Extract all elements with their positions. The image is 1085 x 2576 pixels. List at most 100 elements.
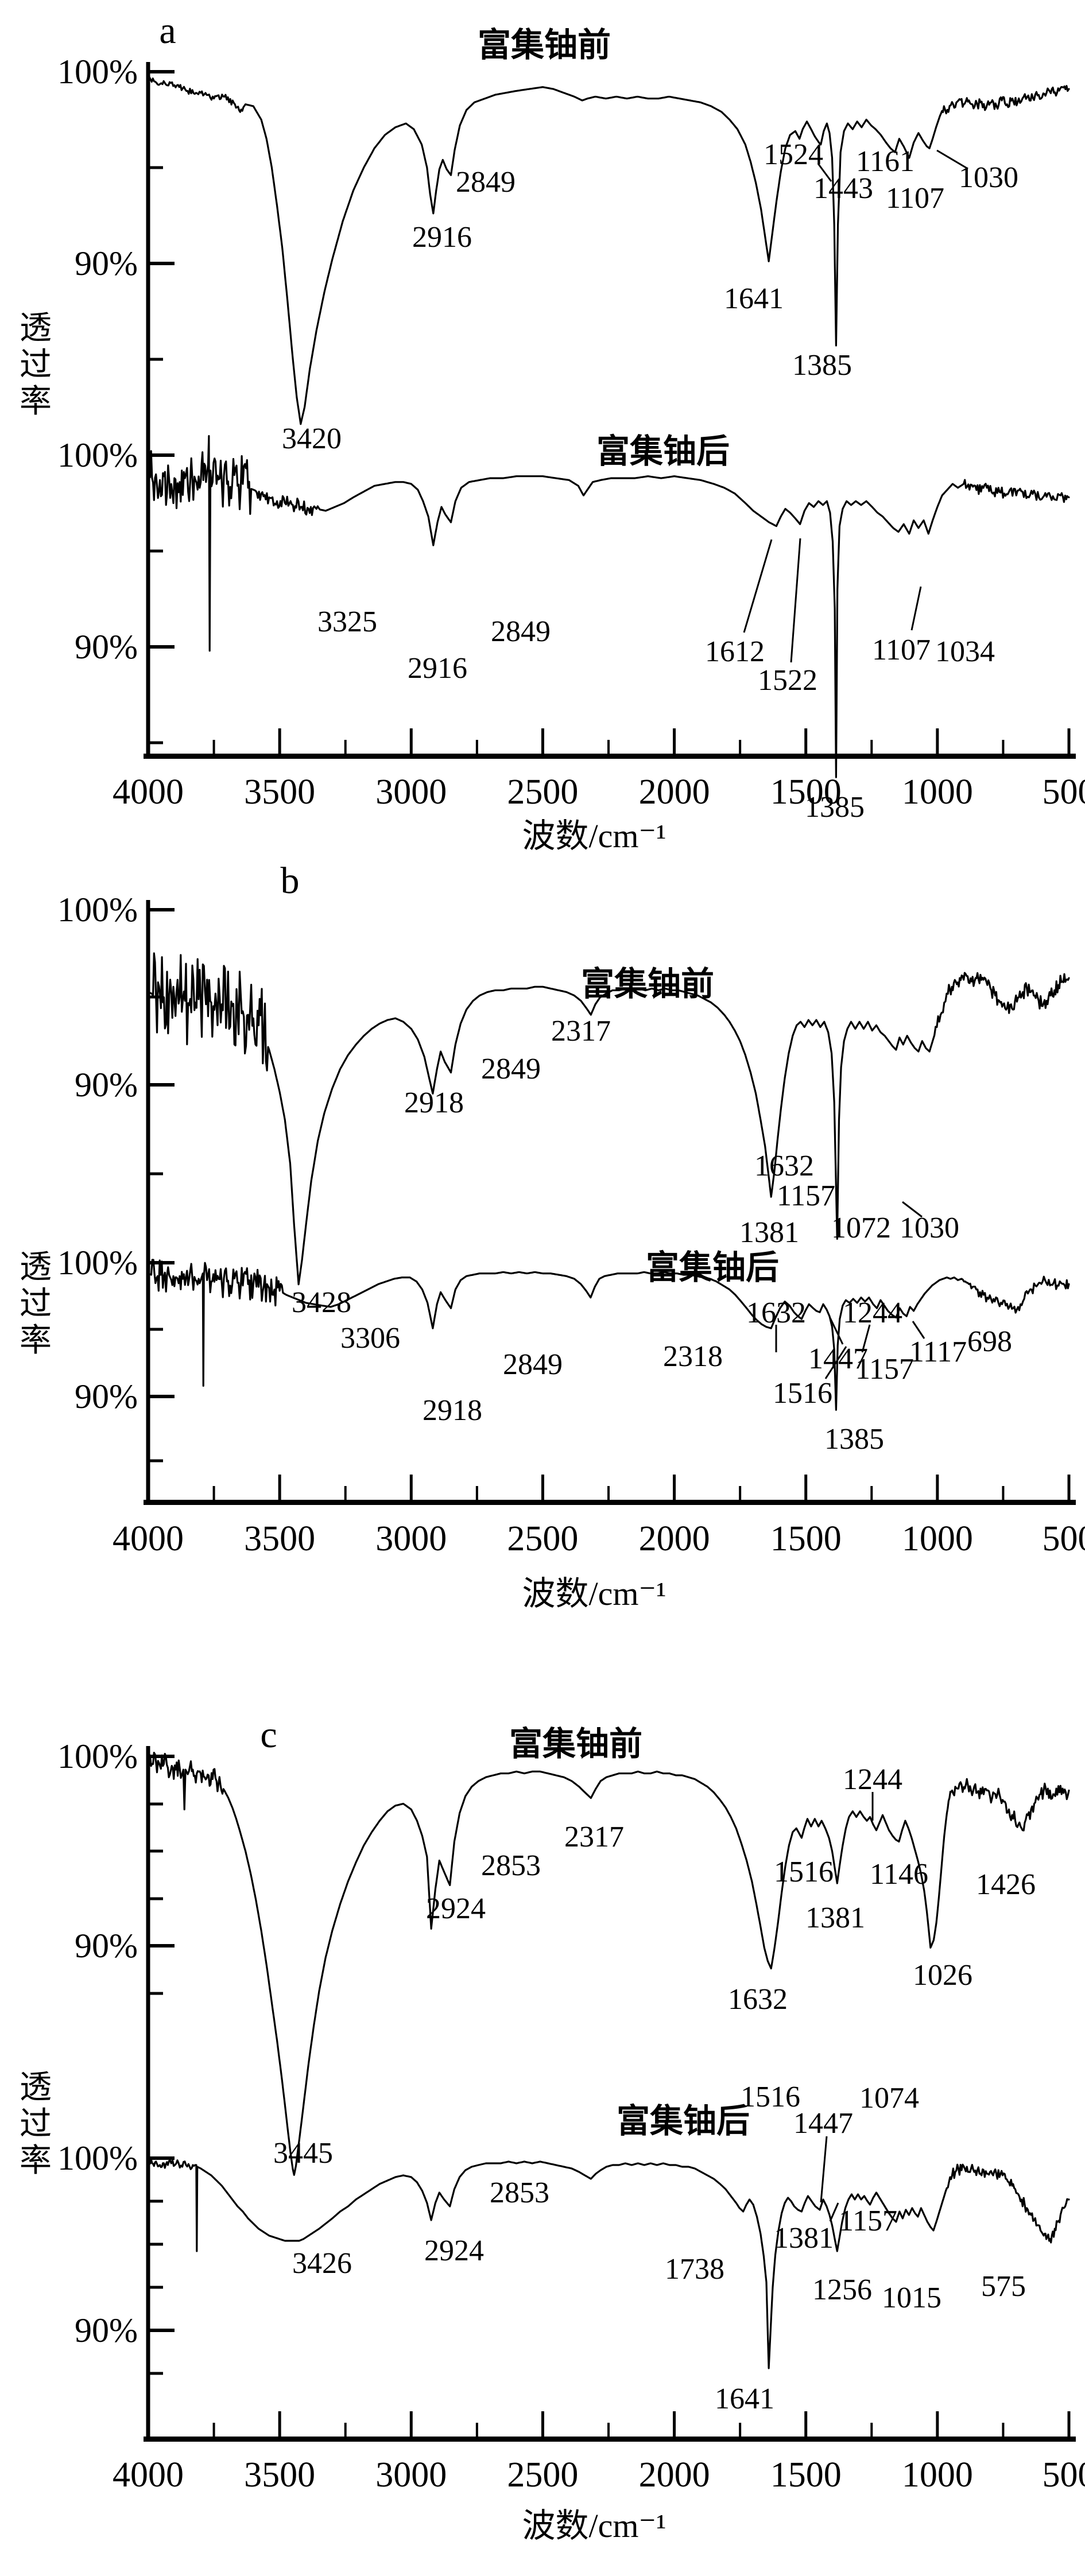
peak-label-575: 575: [981, 2270, 1026, 2303]
peak-label-2916: 2916: [412, 221, 472, 254]
peak-label-1443: 1443: [813, 172, 873, 205]
y-tick-label: 100%: [57, 891, 138, 929]
x-tick-label: 3000: [375, 1519, 447, 1558]
peak-label-698: 698: [967, 1325, 1012, 1358]
peak-label-1641: 1641: [715, 2383, 774, 2415]
x-tick-label: 1500: [770, 1519, 842, 1558]
peak-label-3306: 3306: [340, 1322, 400, 1355]
peak-label-1161: 1161: [856, 145, 914, 178]
peak-label-1385: 1385: [824, 1423, 884, 1456]
peak-label-1524: 1524: [764, 138, 823, 171]
peak-label-1072: 1072: [831, 1212, 891, 1244]
peak-label-1632: 1632: [754, 1150, 814, 1182]
x-tick-label: 4000: [113, 1519, 184, 1558]
peak-label-1632: 1632: [728, 1983, 788, 2016]
peak-label-1015: 1015: [882, 2282, 941, 2314]
x-tick-label: 2500: [507, 1519, 578, 1558]
panel-c-chart: 4000 3500 3000 2500 2000 1500 1000 500 100% 90% 10…: [0, 1717, 1085, 2576]
y-tick-label: 100%: [57, 436, 138, 474]
x-tick-label: 3000: [375, 773, 447, 812]
x-tick-label: 4000: [113, 2455, 184, 2494]
peak-label-1026: 1026: [913, 1959, 972, 1992]
y-tick-label: 100%: [57, 2139, 138, 2177]
y-tick-label: 90%: [75, 245, 138, 282]
peak-leader-line: [790, 538, 801, 663]
peak-label-2924: 2924: [426, 1892, 486, 1925]
peak-label-1447: 1447: [793, 2107, 853, 2140]
peak-label-1516: 1516: [741, 2081, 800, 2113]
peak-label-2317: 2317: [551, 1015, 611, 1048]
x-tick-label: 3500: [244, 2455, 315, 2494]
peak-label-1381: 1381: [774, 2222, 834, 2255]
peak-label-2317: 2317: [564, 1821, 624, 1853]
x-tick-label: 2500: [507, 773, 578, 812]
peak-label-1157: 1157: [855, 1353, 914, 1386]
peak-label-1632: 1632: [746, 1297, 806, 1329]
panel-a-chart: 4000 3500 3000 2500 2000 1500 1000 500 100% 90% 10…: [0, 0, 1085, 859]
peak-label-2849: 2849: [456, 166, 516, 199]
peak-label-1381: 1381: [739, 1216, 799, 1249]
label-before-enrichment: 富集铀前: [478, 26, 611, 64]
x-tick-label: 1000: [902, 773, 973, 812]
peak-label-2853: 2853: [490, 2177, 549, 2209]
panel-background: [0, 1717, 1085, 2576]
peak-label-2849: 2849: [481, 1053, 541, 1085]
x-tick-label: 1500: [770, 2455, 842, 2494]
x-axis-title: 波数/cm⁻¹: [522, 817, 666, 855]
peak-leader-line: [910, 586, 922, 631]
x-tick-label: 2000: [639, 773, 710, 812]
y-tick-label: 90%: [75, 1927, 138, 1965]
y-tick-label: 90%: [75, 1066, 138, 1104]
x-axis-line: [144, 754, 1076, 759]
peak-leader-line: [902, 1201, 923, 1218]
spectrum-c-before-enrichment: [147, 1752, 1070, 2176]
peak-label-1256: 1256: [812, 2274, 872, 2306]
peak-label-1030: 1030: [900, 1212, 959, 1244]
peak-label-3426: 3426: [292, 2247, 352, 2280]
x-tick-label: 3500: [244, 1519, 315, 1558]
x-tick-label: 1500: [770, 773, 842, 812]
spectrum-c-after-enrichment: [147, 2158, 1070, 2369]
peak-label-1612: 1612: [705, 635, 765, 668]
peak-label-1107: 1107: [872, 634, 931, 666]
y-tick-label: 90%: [75, 628, 138, 666]
x-tick-label: 2000: [639, 2455, 710, 2494]
label-after-enrichment: 富集铀后: [617, 2102, 750, 2140]
peak-label-1385: 1385: [805, 791, 865, 824]
peak-label-1516: 1516: [774, 1856, 834, 1888]
label-after-enrichment: 富集铀后: [646, 1249, 779, 1286]
x-axis-line: [144, 1500, 1076, 1505]
peak-label-3420: 3420: [282, 422, 342, 455]
panel-background: [0, 0, 1085, 859]
peak-label-1516: 1516: [773, 1377, 832, 1410]
y-axis-title: 透过率: [20, 2070, 52, 2179]
spectrum-b-before-enrichment: [147, 952, 1070, 1286]
peak-leader-line: [829, 1317, 844, 1345]
peak-label-1385: 1385: [792, 349, 852, 382]
peak-label-1107: 1107: [886, 182, 944, 215]
peak-label-2918: 2918: [423, 1394, 482, 1427]
y-tick-label: 100%: [57, 1244, 138, 1282]
x-axis-line: [144, 2437, 1076, 2442]
y-tick-label: 100%: [57, 53, 138, 91]
x-axis-title: 波数/cm⁻¹: [522, 2507, 666, 2544]
x-tick-label: 500: [1043, 773, 1085, 812]
peak-label-1146: 1146: [870, 1858, 928, 1891]
x-tick-label: 2500: [507, 2455, 578, 2494]
peak-label-1426: 1426: [976, 1868, 1036, 1901]
x-tick-label: 3500: [244, 773, 315, 812]
peak-leader-line: [824, 1346, 847, 1379]
peak-label-2924: 2924: [424, 2234, 484, 2267]
peak-leader-line: [936, 149, 968, 170]
peak-label-2853: 2853: [481, 1849, 541, 1882]
panel-letter-c: c: [260, 1717, 277, 1756]
peak-label-2916: 2916: [408, 652, 467, 685]
peak-label-3445: 3445: [273, 2137, 333, 2170]
panel-letter-b: b: [281, 860, 300, 902]
peak-leader-line: [820, 2136, 828, 2203]
peak-label-1157: 1157: [839, 2205, 897, 2237]
peak-label-1157: 1157: [777, 1180, 835, 1212]
peak-label-1244: 1244: [843, 1297, 902, 1329]
peak-label-1641: 1641: [724, 282, 784, 315]
